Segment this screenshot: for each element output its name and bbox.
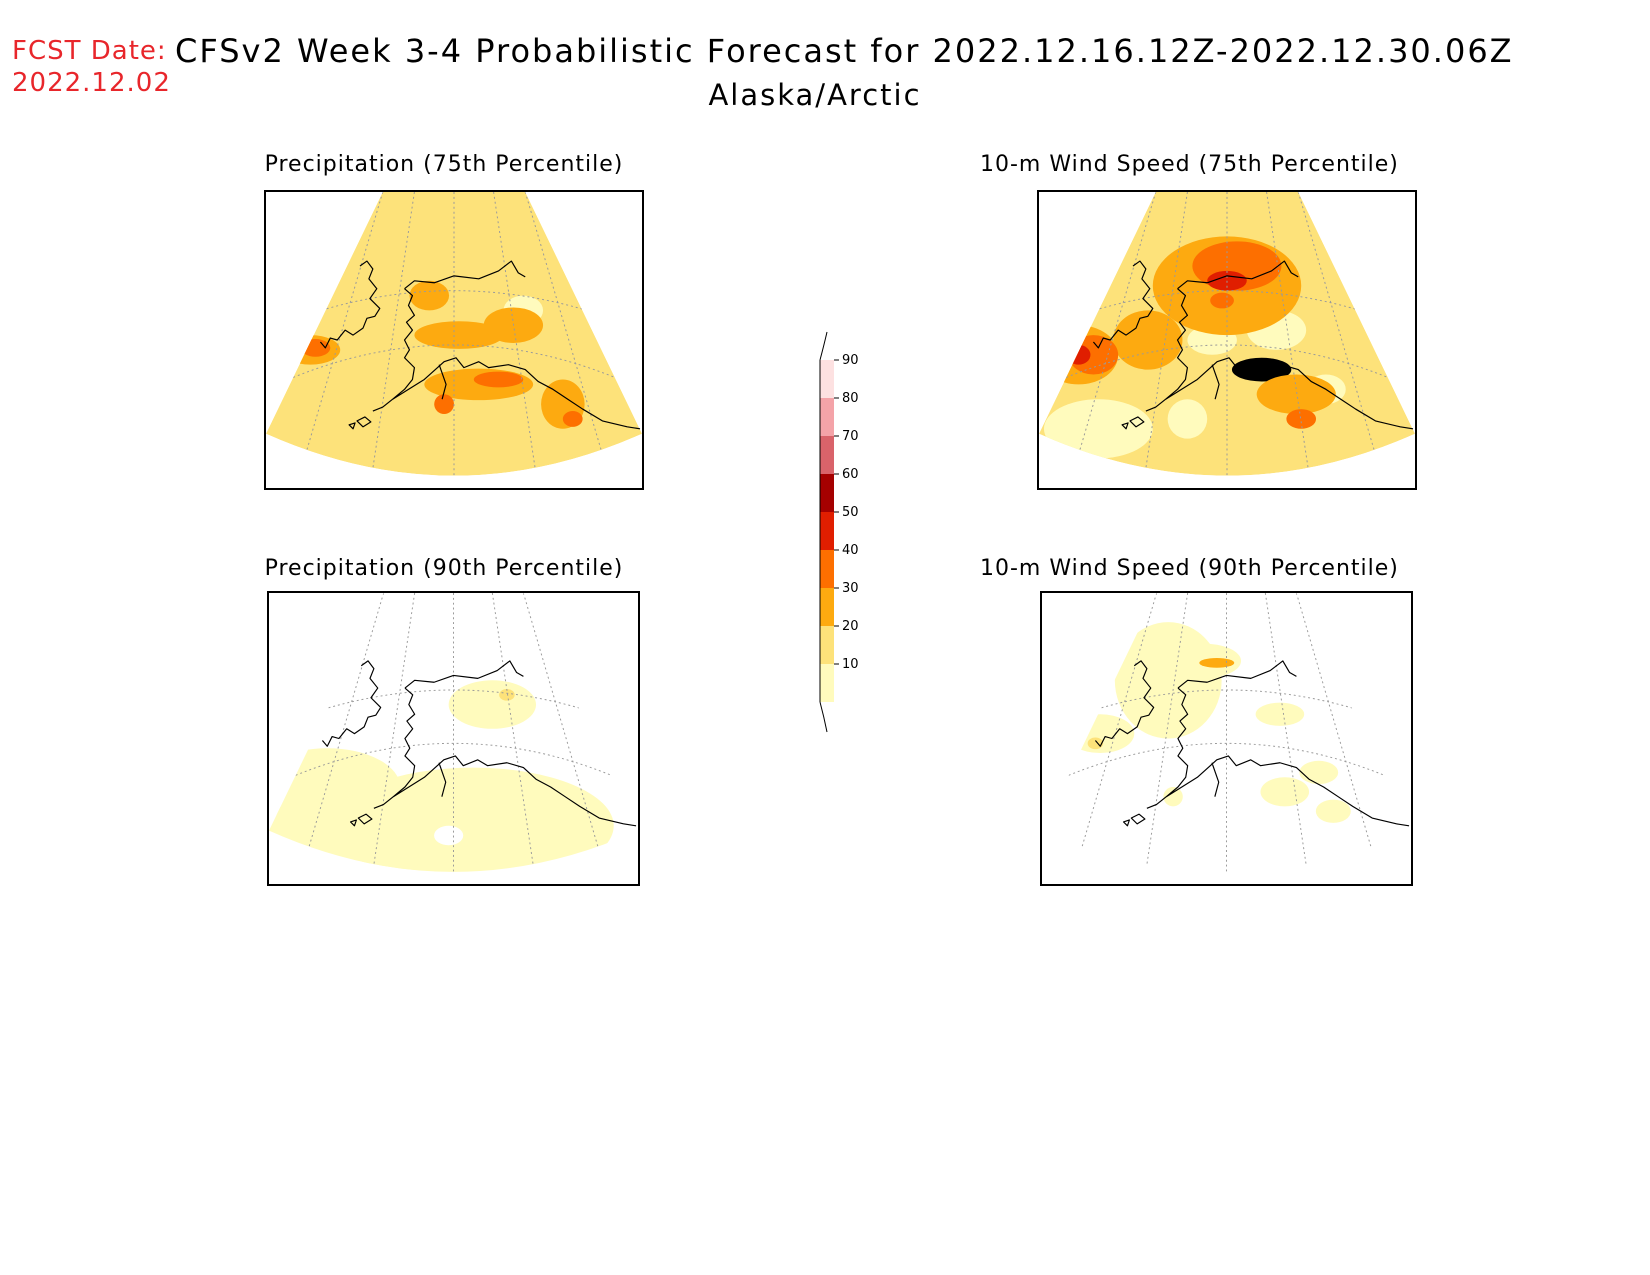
page-title: CFSv2 Week 3-4 Probabilistic Forecast fo… [175,32,1514,70]
colorbar-tick-label: 30 [842,581,859,596]
panel-title-precip-75: Precipitation (75th Percentile) [264,152,624,177]
colorbar-cap-bottom [819,701,828,733]
coastline [319,260,641,430]
map-canvas [1039,192,1415,476]
colorbar-tick-label: 10 [842,657,859,672]
map-precip-90 [267,591,640,886]
colorbar-tick-label: 90 [842,353,859,368]
map-canvas [269,593,638,872]
colorbar-tick-label: 80 [842,391,859,406]
region-subtitle: Alaska/Arctic [708,78,922,112]
colorbar-tick-label: 20 [842,619,859,634]
panel-title-wind-90: 10-m Wind Speed (90th Percentile) [980,556,1399,581]
colorbar-swatch [820,626,834,664]
colorbar-tick-label: 70 [842,429,859,444]
colorbar-swatch [820,360,834,398]
probability-shading [1042,593,1411,872]
map-wind-90 [1040,591,1413,886]
graticule-lines [1042,593,1411,872]
coastline [321,660,637,827]
colorbar-tick-label: 50 [842,505,859,520]
coastline [1094,660,1410,827]
coastline [1092,260,1414,430]
colorbar-swatch [820,474,834,512]
map-canvas [266,192,642,476]
panel-title-precip-90: Precipitation (90th Percentile) [264,556,624,581]
colorbar-cap-top [819,331,828,361]
map-wind-75 [1037,190,1417,490]
probability-shading [1039,192,1415,476]
colorbar-swatch [820,436,834,474]
panel-title-wind-75: 10-m Wind Speed (75th Percentile) [980,152,1399,177]
colorbar-legend: 90 80 70 60 50 40 30 20 10 [819,331,859,733]
colorbar-tick-label: 60 [842,467,859,482]
colorbar-swatch [820,664,834,702]
colorbar-swatch [820,398,834,436]
colorbar-tick-label: 40 [842,543,859,558]
colorbar-swatch [820,588,834,626]
graticule-lines [269,593,638,872]
probability-shading [266,192,642,476]
forecast-date-label: FCST Date: [12,36,167,66]
probability-shading [269,593,638,872]
forecast-date-value: 2022.12.02 [12,68,171,98]
map-canvas [1042,593,1411,872]
colorbar-swatch [820,550,834,588]
colorbar-swatch [820,512,834,550]
map-precip-75 [264,190,644,490]
